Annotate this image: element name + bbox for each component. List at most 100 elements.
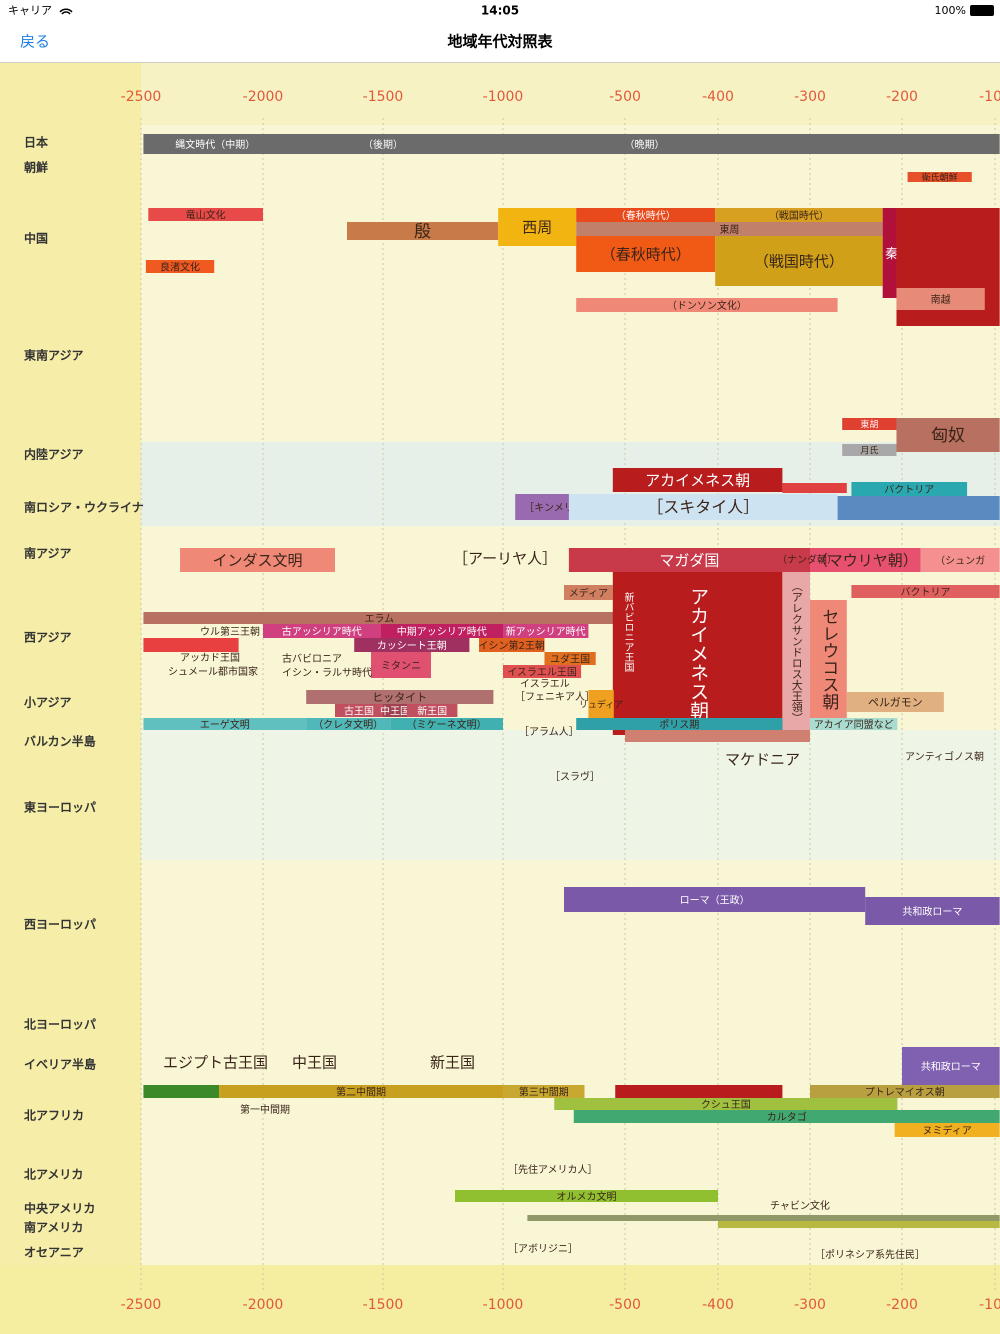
annotation: イスラエル bbox=[520, 678, 570, 690]
period-bar bbox=[335, 704, 383, 717]
period-bar bbox=[902, 1047, 1000, 1085]
region-column bbox=[0, 63, 141, 1334]
period-label: （晩期） bbox=[625, 139, 665, 151]
region-label: 中国 bbox=[24, 231, 48, 246]
x-tick-label: -2500 bbox=[121, 89, 162, 105]
period-bar bbox=[907, 172, 972, 182]
battery-icon bbox=[970, 5, 994, 16]
region-label: 中央アメリカ bbox=[24, 1201, 95, 1216]
period-bar bbox=[347, 222, 499, 240]
region-label: イベリア半島 bbox=[24, 1057, 96, 1072]
period-bar bbox=[612, 572, 783, 735]
x-tick-label: -400 bbox=[702, 89, 734, 105]
period-bar bbox=[380, 624, 503, 638]
period-bar bbox=[782, 483, 847, 493]
period-bar bbox=[851, 482, 968, 496]
period-bar bbox=[479, 638, 545, 652]
period-label: アカイメネス朝 bbox=[687, 587, 709, 720]
region-label: 内陸アジア bbox=[24, 447, 84, 462]
period-bar bbox=[383, 704, 407, 717]
period-bar bbox=[625, 730, 810, 742]
back-button[interactable]: 戻る bbox=[20, 33, 50, 51]
period-label: （シュンガ bbox=[935, 555, 985, 567]
period-bar bbox=[896, 418, 1000, 452]
period-label: 月氏 bbox=[860, 446, 878, 457]
region-label: 南ロシア・ウクライナ bbox=[24, 500, 144, 515]
carrier: キャリア bbox=[8, 4, 52, 17]
period-bar bbox=[479, 134, 810, 154]
period-label: ポリス期 bbox=[659, 719, 699, 731]
period-bar bbox=[145, 260, 215, 273]
period-label: プトレマイオス朝 bbox=[865, 1087, 945, 1099]
period-bar bbox=[718, 1221, 1000, 1228]
period-label: 衛氏朝鮮 bbox=[922, 172, 958, 184]
annotation: マケドニア bbox=[725, 751, 800, 769]
top-bars bbox=[0, 0, 1000, 62]
band bbox=[141, 730, 1000, 860]
period-label: 東周 bbox=[719, 223, 739, 236]
period-label: （ミケーネ文明） bbox=[407, 718, 487, 731]
annotation: ［アーリヤ人］ bbox=[453, 550, 557, 568]
period-bar bbox=[576, 222, 883, 236]
period-bar bbox=[143, 134, 287, 154]
x-tick-label: -500 bbox=[609, 89, 641, 105]
period-label: 第三中間期 bbox=[519, 1086, 569, 1099]
x-tick-label: -2000 bbox=[243, 1297, 284, 1313]
annotation: （ナンダ朝） bbox=[777, 553, 837, 566]
x-tick-label: -2500 bbox=[121, 1297, 162, 1313]
period-bar bbox=[615, 1085, 783, 1098]
period-label: エラム bbox=[364, 613, 394, 625]
period-bar bbox=[568, 494, 838, 520]
period-label: 南越 bbox=[931, 293, 951, 306]
annotation: シュメール都市国家 bbox=[168, 665, 258, 678]
region-label: 朝鮮 bbox=[24, 160, 48, 175]
region-label: 小アジア bbox=[24, 695, 72, 710]
period-bar bbox=[503, 624, 589, 638]
period-label: ユダ王国 bbox=[550, 653, 590, 666]
period-label: リュディア bbox=[579, 699, 623, 711]
period-bar bbox=[143, 638, 239, 652]
annotation: ウル第三王朝 bbox=[200, 625, 260, 638]
period-bar bbox=[564, 887, 866, 912]
period-label: アカイア同盟など bbox=[814, 719, 894, 731]
region-label: 西アジア bbox=[24, 631, 72, 645]
period-bar bbox=[842, 418, 897, 430]
wifi-icon bbox=[59, 8, 73, 15]
period-bar bbox=[219, 1085, 503, 1098]
period-label: 中王国 bbox=[380, 705, 410, 718]
period-bar bbox=[143, 718, 307, 730]
period-bar bbox=[527, 1215, 1000, 1221]
x-tick-label: -100 bbox=[979, 1297, 1000, 1313]
period-label: 秦 bbox=[882, 247, 898, 260]
annotation: ［スラヴ］ bbox=[550, 770, 600, 783]
period-bar bbox=[846, 692, 944, 712]
period-bar bbox=[810, 134, 1000, 154]
period-bar bbox=[143, 612, 616, 624]
period-bar bbox=[503, 1085, 585, 1098]
period-bar bbox=[568, 548, 810, 572]
period-label: イスラエル王国 bbox=[507, 667, 577, 679]
period-bar bbox=[896, 288, 985, 310]
period-label: （春秋時代） bbox=[601, 246, 691, 264]
period-bar bbox=[882, 208, 897, 298]
period-label: （戦国時代） bbox=[769, 209, 829, 222]
period-label: （マウリヤ朝） bbox=[813, 552, 918, 570]
annotation: ［フェニキア人］ bbox=[515, 691, 595, 703]
x-tick-label: -1000 bbox=[483, 1297, 524, 1313]
period-bar bbox=[810, 600, 847, 718]
period-label: 共和政ローマ bbox=[902, 905, 962, 918]
period-label: 良渚文化 bbox=[160, 261, 200, 274]
region-label: 西ヨーロッパ bbox=[24, 918, 96, 932]
period-bar bbox=[371, 652, 431, 678]
annotation: チャビン文化 bbox=[770, 1199, 830, 1212]
period-bar bbox=[564, 585, 613, 600]
period-label: （春秋時代） bbox=[616, 209, 676, 222]
period-bar bbox=[573, 1110, 1000, 1123]
period-label: 西周 bbox=[522, 219, 552, 237]
period-label: 中期アッシリア時代 bbox=[397, 625, 487, 638]
period-label: 古アッシリア時代 bbox=[282, 625, 362, 638]
period-label: セレウコス朝 bbox=[818, 608, 839, 711]
x-tick-label: -2000 bbox=[243, 89, 284, 105]
x-tick-label: -300 bbox=[794, 89, 826, 105]
x-tick-label: -200 bbox=[886, 89, 918, 105]
